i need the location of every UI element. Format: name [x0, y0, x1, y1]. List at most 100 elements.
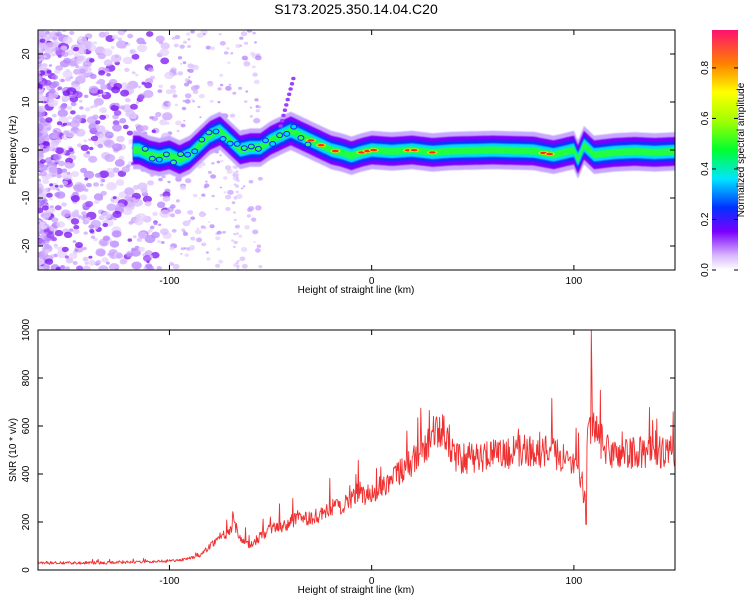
spectrogram-noise-blob: [77, 48, 87, 55]
spectrogram-noise-blob: [235, 232, 239, 235]
spectrogram-noise-blob: [187, 63, 194, 69]
spectrogram-noise-blob: [38, 265, 44, 270]
spectrogram-noise-blob: [82, 214, 87, 219]
spectrogram-noise-blob: [162, 195, 171, 202]
spectrogram-noise-blob: [233, 218, 237, 222]
spectrogram-noise-blob: [117, 30, 126, 36]
spectrogram-noise-blob: [124, 195, 133, 202]
spectrogram-noise-blob: [69, 252, 78, 259]
spectrogram-hot-spot: [307, 139, 315, 142]
spectrogram-noise-blob: [42, 178, 50, 184]
spectrogram-noise-blob: [113, 217, 117, 221]
spectrogram-noise-blob: [172, 263, 180, 270]
spectrogram-noise-blob: [252, 72, 258, 77]
spectrogram-noise-blob: [187, 210, 194, 215]
spectrogram-noise-blob: [160, 241, 165, 244]
spectrogram-noise-blob: [69, 228, 74, 232]
spectrogram-noise-blob: [83, 139, 88, 143]
spectrogram-noise-blob: [39, 170, 47, 177]
spectrogram-noise-blob: [94, 173, 101, 178]
spectrogram-noise-blob: [201, 193, 206, 197]
snr-marks: [38, 330, 675, 565]
spectrogram-noise-blob: [131, 261, 142, 270]
spectrogram-noise-blob: [70, 171, 79, 178]
spectrogram-noise-blob: [236, 264, 240, 268]
spectrogram-noise-blob: [116, 40, 127, 49]
spectrogram-noise-blob: [54, 205, 62, 211]
spectrogram-noise-blob: [104, 131, 114, 139]
spectrogram-noise-blob: [88, 85, 99, 94]
spectrogram-noise-blob: [73, 229, 80, 234]
spectrogram-noise-blob: [83, 170, 95, 179]
spectrogram-noise-blob: [89, 228, 95, 233]
spectrogram-ridge-blob: [141, 145, 149, 152]
spectrogram-noise-blob: [157, 89, 163, 93]
spectrogram-noise-blob: [207, 170, 212, 174]
spectrogram-noise-blob: [38, 137, 43, 144]
snr-ytick-label: 800: [21, 369, 32, 386]
spectrogram-noise-blob: [224, 165, 232, 171]
spectrogram-noise-blob: [243, 61, 251, 67]
spectrogram-noise-blob: [177, 56, 183, 60]
spectrogram-noise-blob: [96, 249, 106, 257]
spectrogram-noise-blob: [64, 255, 69, 259]
spectrogram-noise-blob: [174, 103, 179, 107]
spectrogram-noise-blob: [60, 209, 71, 218]
spectrogram-noise-blob: [38, 89, 41, 93]
spectrogram-noise-blob: [211, 194, 215, 198]
spectrogram-noise-blob: [43, 55, 47, 58]
spectrogram-noise-blob: [132, 235, 137, 239]
spectrogram-noise-blob: [246, 30, 253, 33]
spectrogram-noise-blob: [251, 65, 256, 69]
spectrogram-noise-blob: [79, 72, 88, 79]
spectrogram-noise-blob: [158, 84, 163, 89]
spectrogram-noise-blob: [109, 263, 120, 270]
spectrogram-noise-blob: [153, 222, 158, 226]
spectrogram-noise-blob: [68, 116, 72, 120]
spectrogram-noise-blob: [197, 165, 202, 169]
spectrogram-noise-blob: [86, 217, 91, 220]
snr-xtick-label: 0: [369, 576, 375, 587]
spectrogram-noise-blob: [251, 217, 257, 222]
spectrogram-ridge-blob: [290, 123, 298, 130]
spectrogram-noise-blob: [54, 229, 64, 237]
spectrogram-ridge-blob: [191, 148, 199, 155]
spectrogram-noise-blob: [155, 112, 162, 117]
spectrogram-noise-blob: [52, 36, 58, 41]
spectrogram-noise-blob: [38, 150, 44, 157]
spectrogram-noise-blob: [51, 74, 59, 80]
spectrogram-noise-blob: [205, 45, 211, 50]
spectrogram-noise-blob: [236, 224, 240, 227]
spectrogram-hot-spot: [317, 144, 325, 147]
spectrogram-noise-blob: [240, 31, 248, 37]
spectrogram-noise-blob: [169, 246, 175, 251]
spectrogram-noise-blob: [63, 231, 73, 238]
spectrogram-noise-blob: [38, 30, 47, 34]
spectrogram-noise-blob: [235, 178, 239, 181]
spectrogram-noise-blob: [249, 115, 254, 118]
spectrogram-noise-blob: [222, 230, 226, 234]
spectrogram-noise-blob: [74, 81, 79, 85]
spectrogram-noise-blob: [112, 210, 122, 218]
spectrogram-noise-blob: [110, 54, 122, 63]
spectrogram-noise-blob: [218, 33, 222, 36]
spectrogram-noise-blob: [219, 83, 224, 87]
spectrogram-noise-blob: [184, 253, 189, 257]
spectrogram-noise-blob: [135, 101, 140, 104]
spectrogram-noise-blob: [206, 251, 209, 254]
spectrogram-noise-blob: [282, 108, 288, 112]
spectrogram-noise-blob: [38, 233, 41, 237]
spectrogram-noise-blob: [130, 103, 138, 110]
spectrogram-noise-blob: [219, 73, 224, 77]
spectrogram-ridge-band: [133, 124, 675, 167]
spectrogram-noise-blob: [134, 245, 140, 250]
spectrogram-noise-blob: [243, 185, 246, 188]
spectrogram-noise-blob: [57, 86, 63, 91]
spectrogram-noise-blob: [281, 113, 286, 118]
spectrogram-noise-blob: [169, 261, 173, 265]
spectrogram-noise-blob: [38, 239, 46, 247]
spectrogram-noise-blob: [80, 167, 88, 174]
spectrogram-noise-blob: [42, 263, 51, 270]
spectrogram-noise-blob: [96, 195, 104, 201]
